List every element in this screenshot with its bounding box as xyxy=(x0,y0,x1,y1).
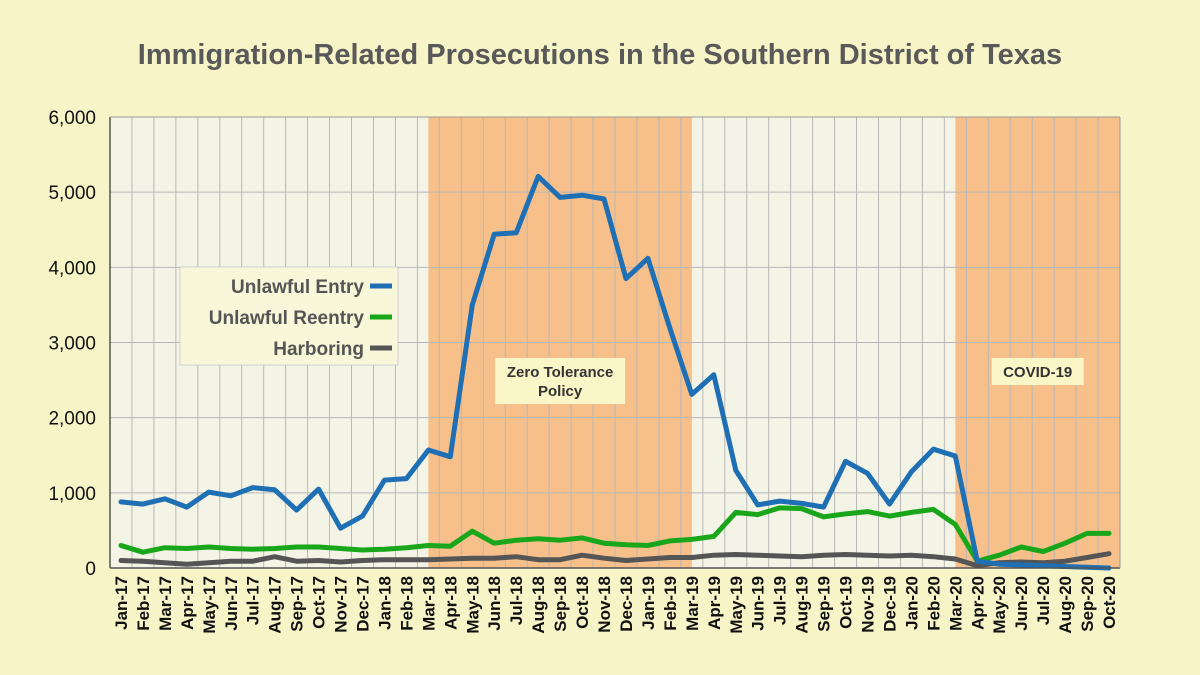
x-tick-label-23: Dec-18 xyxy=(617,576,636,632)
x-tick-label-19: Aug-18 xyxy=(529,576,548,634)
x-tick-label-21: Oct-18 xyxy=(573,576,592,629)
x-tick-label-3: Apr-17 xyxy=(178,576,197,630)
series-line-harboring xyxy=(118,551,1112,569)
annotation-box-1 xyxy=(991,358,1084,385)
x-tick-label-45: Oct-20 xyxy=(1100,576,1119,629)
annotation-label-1-0: COVID-19 xyxy=(1003,364,1072,381)
annotations: Zero Tolerance Policy COVID-19 xyxy=(495,358,1084,404)
x-tick-label-33: Oct-19 xyxy=(837,576,856,629)
x-tick-label-1: Feb-17 xyxy=(134,576,153,631)
x-tick-label-41: Jun-20 xyxy=(1012,576,1031,631)
y-tick-label-5: 5,000 xyxy=(48,183,96,204)
chart-title: Immigration-Related Prosecutions in the … xyxy=(138,39,1062,71)
x-tick-label-42: Jul-20 xyxy=(1034,576,1053,625)
x-tick-label-36: Jan-20 xyxy=(902,576,921,630)
legend-box xyxy=(179,266,399,366)
x-tick-label-28: May-19 xyxy=(727,576,746,634)
y-tick-label-4: 4,000 xyxy=(48,258,96,279)
y-tick-label-2: 2,000 xyxy=(48,409,96,430)
legend-label-1: Unlawful Reentry xyxy=(209,308,365,329)
x-tick-label-13: Feb-18 xyxy=(397,576,416,631)
x-tick-label-22: Nov-18 xyxy=(595,576,614,633)
x-tick-label-11: Dec-17 xyxy=(354,576,373,632)
x-tick-label-34: Nov-19 xyxy=(859,576,878,633)
x-tick-label-35: Dec-19 xyxy=(880,576,899,632)
axes xyxy=(109,116,1121,569)
x-tick-label-10: Nov-17 xyxy=(332,576,351,633)
y-tick-label-1: 1,000 xyxy=(48,484,96,505)
x-tick-label-0: Jan-17 xyxy=(112,576,131,630)
series-line-unlawful-reentry xyxy=(118,505,1112,564)
x-tick-label-20: Sep-18 xyxy=(551,576,570,632)
y-tick-label-3: 3,000 xyxy=(48,334,96,355)
x-tick-label-9: Oct-17 xyxy=(310,576,329,629)
annotation-label-0-0: Zero Tolerance xyxy=(507,364,613,381)
y-axis-ticks: 0 1,000 2,000 3,000 4,000 5,000 6,000 xyxy=(48,108,96,580)
x-tick-label-29: Jun-19 xyxy=(749,576,768,631)
x-tick-label-30: Jul-19 xyxy=(771,576,790,625)
y-tick-label-0: 0 xyxy=(85,559,96,580)
legend-label-2: Harboring xyxy=(273,339,364,360)
x-tick-label-6: Jul-17 xyxy=(244,576,263,625)
x-tick-label-32: Sep-19 xyxy=(815,576,834,632)
x-tick-label-39: Apr-20 xyxy=(968,576,987,630)
x-tick-label-43: Aug-20 xyxy=(1056,576,1075,634)
series-lines xyxy=(118,173,1112,571)
x-tick-label-27: Apr-19 xyxy=(705,576,724,630)
x-tick-label-17: Jun-18 xyxy=(485,576,504,631)
x-tick-label-12: Jan-18 xyxy=(375,576,394,630)
x-tick-label-44: Sep-20 xyxy=(1078,576,1097,632)
x-tick-label-31: Aug-19 xyxy=(793,576,812,634)
x-tick-label-18: Jul-18 xyxy=(507,576,526,625)
legend-label-0: Unlawful Entry xyxy=(231,277,364,298)
x-tick-label-15: Apr-18 xyxy=(441,576,460,630)
x-tick-label-37: Feb-20 xyxy=(924,576,943,631)
annotation-label-0-1: Policy xyxy=(538,383,583,400)
x-tick-label-5: Jun-17 xyxy=(222,576,241,631)
x-tick-label-2: Mar-17 xyxy=(156,576,175,631)
x-axis-ticks: Jan-17 Feb-17 Mar-17 Apr-17 May-17 Jun-17 Jul-… xyxy=(112,576,1119,634)
x-tick-label-14: Mar-18 xyxy=(419,576,438,631)
x-tick-label-16: May-18 xyxy=(463,576,482,634)
legend: Unlawful Entry Unlawful Reentry Harboring xyxy=(179,266,399,366)
x-tick-label-26: Mar-19 xyxy=(683,576,702,631)
x-tick-label-38: Mar-20 xyxy=(946,576,965,631)
annotation-box-0 xyxy=(495,358,626,404)
series-line-unlawful-entry xyxy=(118,173,1112,571)
x-tick-label-4: May-17 xyxy=(200,576,219,634)
x-tick-label-8: Sep-17 xyxy=(288,576,307,632)
x-tick-label-25: Feb-19 xyxy=(661,576,680,631)
x-tick-label-7: Aug-17 xyxy=(266,576,285,634)
y-tick-label-6: 6,000 xyxy=(48,108,96,129)
x-tick-label-40: May-20 xyxy=(990,576,1009,634)
x-tick-label-24: Jan-19 xyxy=(639,576,658,630)
